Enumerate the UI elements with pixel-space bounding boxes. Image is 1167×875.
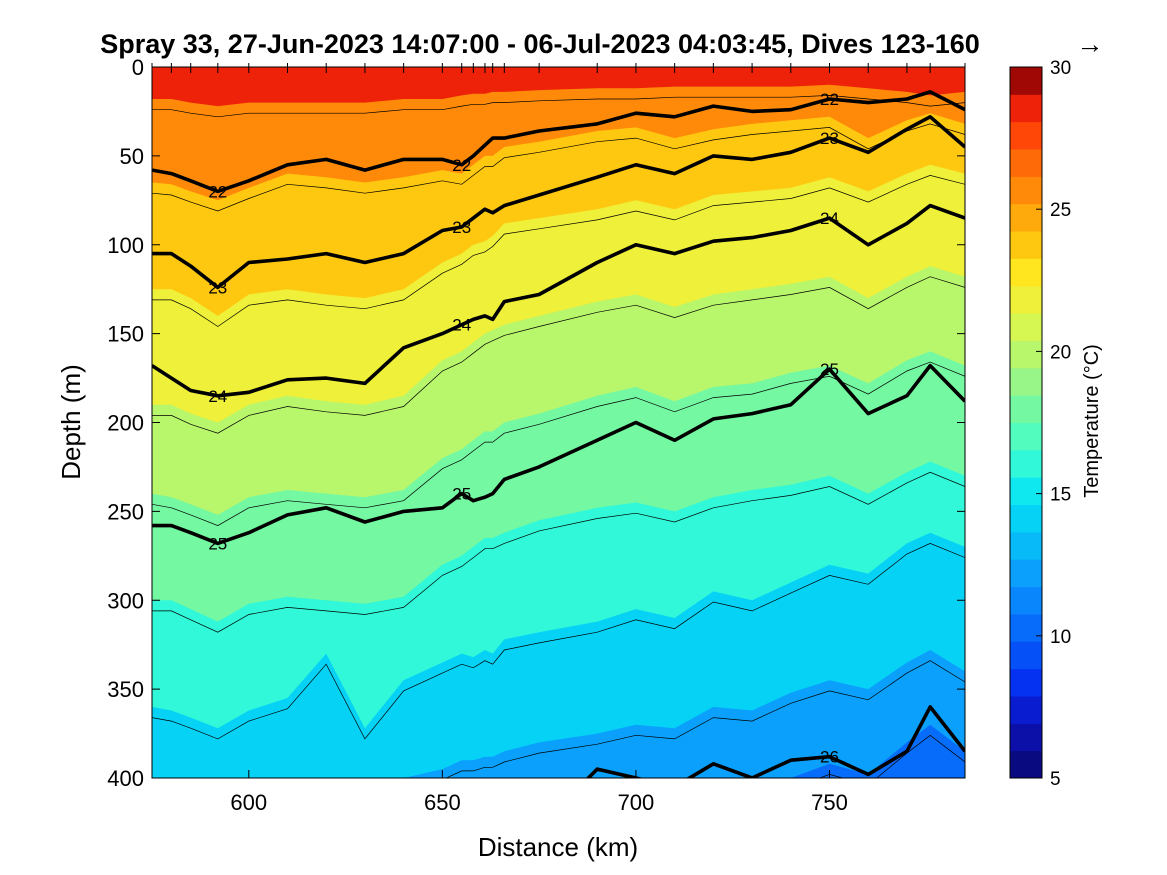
plot-area: 22 22 22 23 23 23 24 24 24 25 25 25 26: [152, 67, 965, 778]
colorbar-tick-label: 10: [1050, 627, 1071, 648]
x-tick-label: 700: [618, 790, 655, 815]
contour-label-24: 24: [452, 316, 471, 335]
colorbar-segment: [1010, 367, 1042, 396]
colorbar-segment: [1010, 531, 1042, 560]
contour-line-25: [152, 363, 965, 546]
colorbar-tick-label: 20: [1050, 342, 1071, 363]
y-tick-label: 300: [107, 588, 144, 613]
contour-label-23: 23: [452, 218, 471, 237]
colorbar-segment: [1010, 559, 1042, 588]
contour-label-25: 25: [208, 534, 227, 553]
density-contour-layer: 22 22 22 23 23 23 24 24 24 25 25 25 26: [152, 90, 965, 778]
colorbar-segment: [1010, 750, 1042, 779]
axes: 0 50 100 150 200 250 300 350 400 600 650 700 750: [107, 55, 965, 815]
colorbar-segment: [1010, 695, 1042, 724]
x-tick-label: 650: [424, 790, 461, 815]
colorbar-segment: [1010, 477, 1042, 506]
colorbar-segment: [1010, 258, 1042, 287]
colorbar-segment: [1010, 723, 1042, 752]
isotherm-18: [152, 471, 965, 633]
contour-label-22: 22: [820, 90, 839, 109]
contour-label-22: 22: [208, 182, 227, 201]
contour-label-25: 25: [820, 360, 839, 379]
y-tick-label: 350: [107, 677, 144, 702]
isotherm-24: [152, 175, 965, 327]
x-axis-label: Distance (km): [478, 832, 638, 862]
y-tick-label: 50: [120, 144, 144, 169]
isotherm-28: [152, 95, 965, 118]
contour-label-25: 25: [452, 485, 471, 504]
contour-label-22: 22: [452, 156, 471, 175]
contour-line-22: [152, 90, 965, 194]
colorbar-segment: [1010, 285, 1042, 314]
contour-label-24: 24: [208, 387, 227, 406]
y-axis-label: Depth (m): [56, 364, 86, 480]
band-12: [790, 724, 965, 778]
colorbar-segment: [1010, 176, 1042, 205]
colorbar-segment: [1010, 504, 1042, 533]
dive-position-ticks: [151, 63, 966, 73]
contour-label-26: 26: [820, 748, 839, 767]
colorbar-segment: [1010, 121, 1042, 150]
colorbar-label: Temperature (°C): [1081, 344, 1103, 498]
colorbar-segment: [1010, 422, 1042, 451]
contour-line-23: [152, 115, 965, 290]
colorbar-segment: [1010, 340, 1042, 369]
colorbar-frame: [1009, 66, 1043, 779]
colorbar-segment: [1010, 313, 1042, 341]
contour-line-26: [585, 705, 965, 778]
colorbar-tick-label: 15: [1050, 485, 1071, 506]
contour-label-23: 23: [208, 278, 227, 297]
colorbar-segment: [1010, 668, 1042, 697]
contour-label-24: 24: [820, 209, 839, 228]
colorbar-segment: [1010, 395, 1042, 423]
colorbar-segment: [1010, 203, 1042, 232]
isotherm-22: [152, 276, 965, 434]
colorbar-segment: [1010, 586, 1042, 615]
colorbar-tick-label: 5: [1050, 769, 1061, 790]
isotherm-26: [152, 123, 965, 212]
isotherm-14: [445, 660, 965, 778]
band-14: [326, 650, 965, 778]
colorbar-segment: [1010, 94, 1042, 123]
contour-label-23: 23: [820, 129, 839, 148]
colorbar-segment: [1010, 613, 1042, 642]
x-tick-label: 600: [230, 790, 267, 815]
colorbar-segment: [1010, 449, 1042, 478]
y-tick-label: 250: [107, 499, 144, 524]
y-tick-label: 200: [107, 411, 144, 436]
y-tick-label: 100: [107, 233, 144, 258]
y-tick-label: 400: [107, 766, 144, 791]
isotherm-16: [152, 543, 965, 740]
chart-title: Spray 33, 27-Jun-2023 14:07:00 - 06-Jul-…: [100, 29, 980, 59]
contour-line-24: [152, 203, 965, 398]
y-tick-label: 0: [132, 55, 144, 80]
temperature-fill-layer: [152, 67, 965, 778]
colorbar-tick-label: 30: [1050, 58, 1071, 79]
x-tick-label: 750: [811, 790, 848, 815]
colorbar: 5 10 15 20 25 30: [1009, 58, 1071, 790]
y-tick-label: 150: [107, 322, 144, 347]
colorbar-segment: [1010, 149, 1042, 177]
title-arrow: →: [1077, 29, 1104, 59]
colorbar-segment: [1010, 641, 1042, 670]
colorbar-segment: [1010, 67, 1042, 95]
colorbar-tick-label: 25: [1050, 200, 1071, 221]
colorbar-segment: [1010, 231, 1042, 259]
